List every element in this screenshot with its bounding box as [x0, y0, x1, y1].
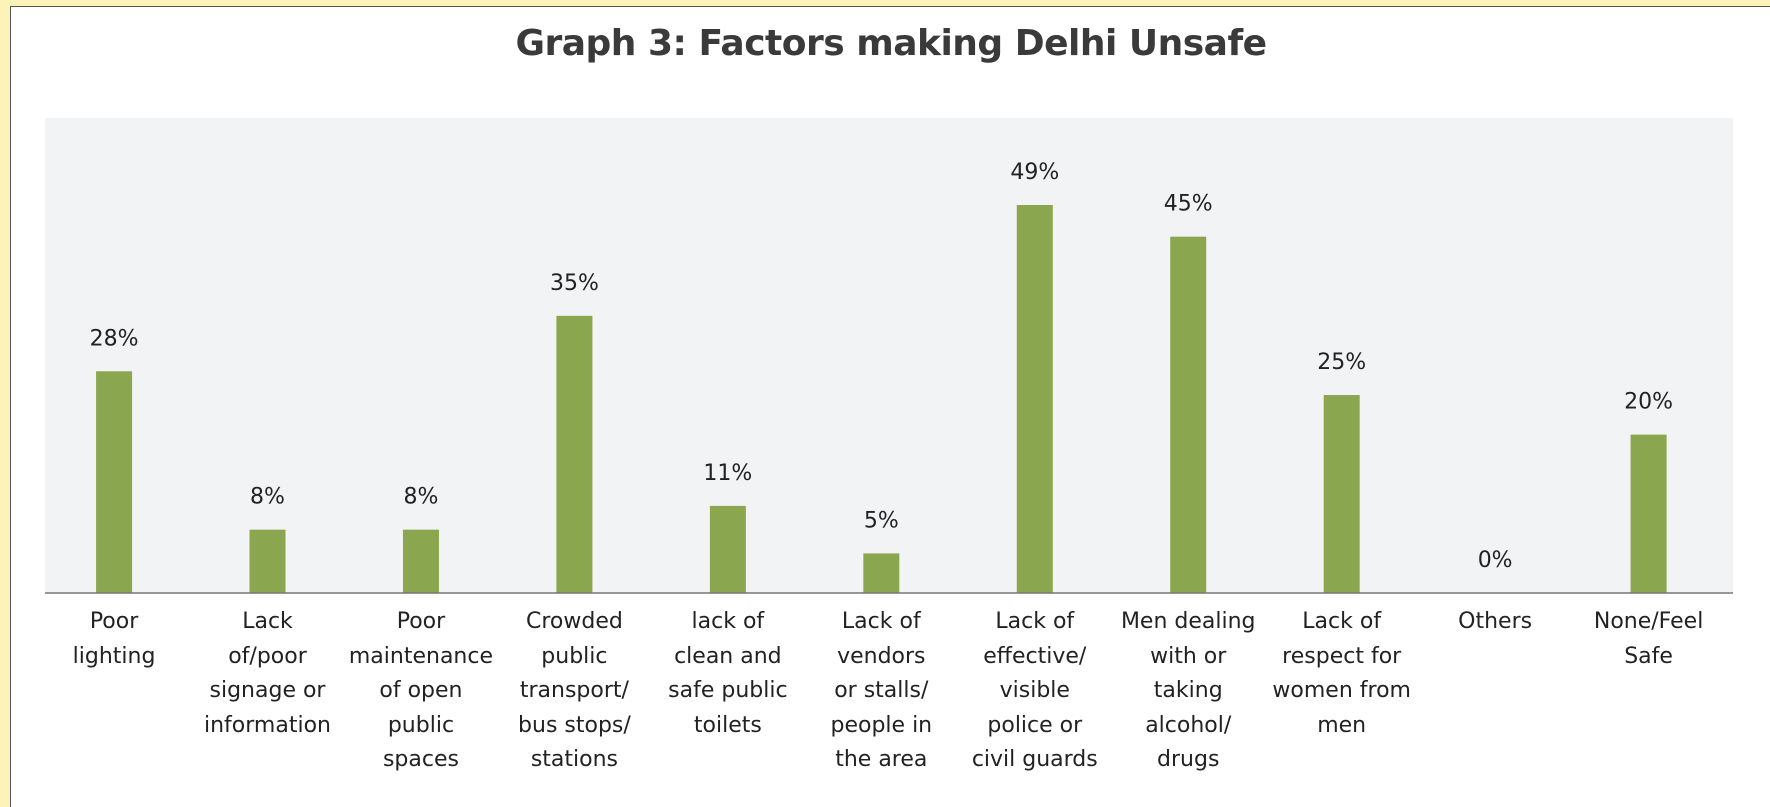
chart-title: Graph 3: Factors making Delhi Unsafe: [515, 23, 1267, 64]
x-tick-label-line: spaces: [382, 747, 459, 772]
data-label: 35%: [550, 271, 599, 296]
x-tick-label-line: taking: [1153, 678, 1223, 703]
x-tick-label-line: None/Feel: [1593, 609, 1704, 634]
bar: [249, 529, 286, 593]
x-tick-label-line: women from: [1272, 678, 1411, 703]
x-tick-label-line: Others: [1458, 609, 1533, 634]
x-tick-label: None/Feel Safe: [1574, 605, 1724, 674]
data-label: 25%: [1317, 350, 1366, 375]
data-label: 5%: [864, 508, 899, 533]
x-tick-label-line: people in: [830, 712, 933, 738]
x-tick-label: Men dealing with or taking alcohol/drugs: [1113, 605, 1263, 778]
x-tick-label-line: of/poor: [228, 643, 307, 669]
x-tick-label-line: Lack of: [841, 609, 921, 634]
bar: [863, 553, 900, 593]
x-tick-label-line: respect for: [1282, 643, 1402, 669]
bar: [402, 529, 439, 593]
x-tick-label: lack of clean and safe public toilets: [653, 605, 803, 743]
x-tick-label: Poor lighting: [39, 605, 189, 674]
data-label: 45%: [1164, 192, 1213, 217]
x-tick-label-line: drugs: [1157, 747, 1220, 772]
x-tick-label-line: or stalls/: [834, 678, 929, 703]
x-tick-label-line: information: [204, 712, 331, 738]
x-tick-label: Lack of effective/visible police or civil g…: [960, 605, 1110, 778]
x-tick-label-line: public: [387, 712, 455, 738]
x-tick-label-line: police or: [987, 712, 1083, 738]
data-label: 20%: [1624, 390, 1673, 415]
x-tick-label: Lack of respect for women from men: [1267, 605, 1417, 743]
x-tick-label-line: Poor: [89, 609, 139, 634]
x-tick-label-line: clean and: [674, 643, 782, 669]
data-label: 11%: [703, 461, 752, 486]
bar: [1630, 434, 1667, 593]
x-tick-label-line: Poor: [396, 609, 446, 634]
bar: [1323, 395, 1360, 593]
x-tick-label-line: alcohol/: [1145, 712, 1232, 738]
x-tick-label-line: effective/: [983, 643, 1087, 669]
x-tick-label-line: maintenance: [348, 643, 494, 669]
x-tick-label-line: visible: [999, 678, 1070, 703]
plot-area: [45, 118, 1733, 593]
x-tick-label: Crowded public transport/bus stops/station…: [499, 605, 649, 778]
x-tick-label-line: vendors: [837, 643, 926, 669]
data-label: 8%: [250, 485, 285, 510]
x-tick-label-line: civil guards: [971, 747, 1098, 772]
bar: [709, 505, 746, 593]
x-tick-label: Others: [1420, 605, 1570, 640]
x-tick-label-line: of open: [379, 678, 463, 703]
x-tick-label-line: Safe: [1624, 643, 1673, 669]
x-tick-label-line: bus stops/: [518, 712, 631, 738]
data-label: 8%: [404, 485, 439, 510]
data-label: 0%: [1478, 548, 1513, 573]
data-label: 28%: [90, 326, 139, 351]
x-tick-label-line: the area: [835, 747, 928, 772]
data-label: 49%: [1010, 160, 1059, 185]
bar: [1170, 236, 1207, 593]
bar: [96, 371, 133, 593]
x-tick-label-line: signage or: [209, 678, 326, 703]
bar: [556, 315, 593, 593]
x-tick-label-line: Crowded: [525, 609, 623, 634]
x-tick-label-line: Lack of: [995, 609, 1075, 634]
x-tick-label: Poor maintenance of open public spaces: [346, 605, 496, 778]
x-tick-label-line: toilets: [693, 712, 762, 738]
x-tick-label-line: Men dealing: [1120, 609, 1256, 634]
x-tick-label-line: with or: [1150, 643, 1227, 669]
x-tick-label-line: public: [541, 643, 608, 669]
x-tick-label-line: safe public: [668, 678, 788, 703]
x-tick-label-line: lighting: [72, 643, 156, 669]
x-tick-label: Lack of vendors or stalls/people in the are…: [806, 605, 956, 778]
x-tick-label-line: lack of: [691, 609, 765, 634]
bar: [1016, 205, 1053, 593]
x-tick-label-line: men: [1317, 712, 1367, 738]
x-tick-label-line: stations: [530, 747, 618, 772]
x-tick-label-line: transport/: [519, 678, 629, 703]
x-tick-label: Lack of/poor signage or information: [193, 605, 343, 743]
x-tick-label-line: Lack of: [1302, 609, 1382, 634]
x-tick-label-line: Lack: [242, 609, 293, 634]
